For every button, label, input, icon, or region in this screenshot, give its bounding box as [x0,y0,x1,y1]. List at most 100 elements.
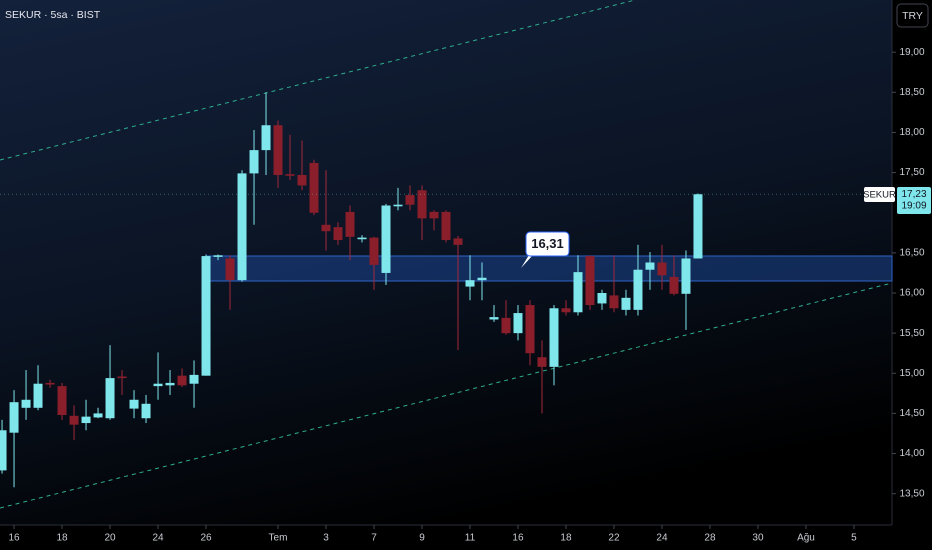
x-tick-label: 3 [323,533,329,544]
candle-body [681,258,691,294]
callout-text: 16,31 [531,236,564,251]
candle-body [297,175,307,186]
candle-body [405,195,415,205]
candle-body [57,386,67,416]
callout-pointer [521,255,533,268]
candle-body [621,297,631,310]
x-tick-label: 16 [8,533,20,544]
candle-body [333,227,343,241]
candle-body [9,402,19,433]
candle-body [489,317,499,320]
candle-body [585,256,595,306]
x-tick-label: 18 [560,533,572,544]
candle-body [165,382,175,386]
price-time: 19:09 [901,201,926,212]
candle-body [33,383,43,408]
plot [0,92,892,488]
last-price-tag: SEKUR 17,23 19:09 [863,187,931,214]
y-tick-label: 18,00 [899,127,924,138]
currency-label[interactable]: TRY [902,10,923,22]
time-axis-bg [0,525,932,550]
y-tick-label: 15,50 [899,328,924,339]
callout: 16,31 [521,231,570,268]
candle-body [105,378,115,419]
x-tick-label: 28 [704,533,716,544]
candle-body [549,308,559,367]
candle-body [21,399,31,408]
candle-body [537,357,547,367]
candle-body [69,415,79,425]
candle-body [321,224,331,232]
x-tick-label: Ağu [797,533,815,544]
symbol-title: SEKUR · 5sa · BIST [5,9,101,21]
x-tick-label: 20 [104,533,116,544]
candle-body [357,237,367,240]
candle-body [417,190,427,219]
candle-body [669,276,679,294]
candle-body [441,211,451,241]
candle-body [429,211,439,219]
symbol-tag: SEKUR [863,190,896,201]
price-axis-bg [892,0,932,550]
y-tick-label: 17,50 [899,167,924,178]
candle-body [273,125,283,175]
candle-body [213,255,223,257]
candle-body [261,125,271,151]
y-tick-label: 15,00 [899,368,924,379]
candle-body [477,277,487,281]
y-tick-label: 13,50 [899,488,924,499]
y-tick-label: 16,50 [899,248,924,259]
candle-body [693,194,703,259]
candle-body [0,430,7,471]
price-tag: 17,23 [901,189,926,200]
x-tick-label: 30 [752,533,764,544]
candle-body [597,293,607,304]
candle-body [141,403,151,419]
candle-body [93,413,103,418]
x-tick-label: 24 [152,533,164,544]
candle-body [285,174,295,176]
candle-body [513,313,523,334]
candle-body [345,211,355,237]
zone-box [205,255,893,282]
price-tag-bg [897,187,931,214]
x-tick-label: 5 [851,533,857,544]
candle-body [609,295,619,309]
x-tick-label: 18 [56,533,68,544]
candle-body [369,237,379,265]
candle-body [561,308,571,313]
candle-body [129,399,139,409]
x-tick-label: 22 [608,533,620,544]
currency-button[interactable] [896,3,929,28]
candle-body [153,383,163,387]
candle-body [117,376,127,379]
candle-body [525,305,535,354]
x-tick-label: 11 [465,533,476,544]
candle-body [501,317,511,334]
candle-body [633,269,643,310]
y-tick-label: 18,50 [899,87,924,98]
candle-body [201,256,211,376]
candle-body [645,262,655,270]
candle-body [177,375,187,386]
candle-body [309,162,319,213]
x-tick-label: 16 [512,533,524,544]
channel-lower [0,282,893,509]
x-tick-label: Tem [269,533,288,544]
symbol-tag-bg [864,187,895,202]
y-tick-label: 19,00 [899,47,924,58]
channel-upper [0,0,636,161]
candle-body [45,382,55,385]
y-tick-label: 14,50 [899,408,924,419]
candle-body [657,262,667,276]
candle-body [465,280,475,287]
x-tick-label: 24 [656,533,668,544]
candle-body [249,150,259,174]
candle-body [225,258,235,281]
x-tick-label: 9 [419,533,425,544]
x-tick-label: 26 [200,533,212,544]
candle-body [453,238,463,245]
